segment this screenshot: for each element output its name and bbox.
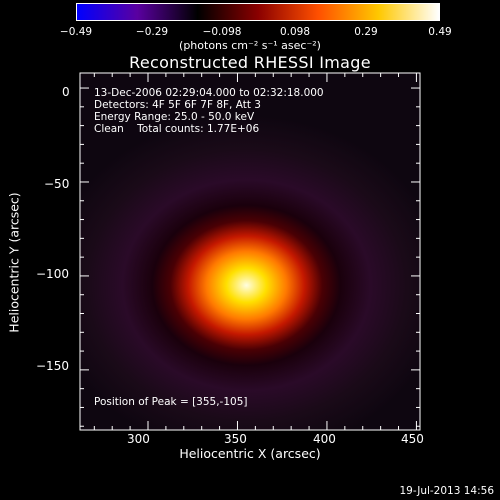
info-clean-counts: Clean Total counts: 1.77E+06 xyxy=(94,123,260,135)
colorbar-units: (photons cm⁻² s⁻¹ asec⁻²) xyxy=(179,39,321,52)
colorbar xyxy=(76,3,440,21)
y-axis-label: Heliocentric Y (arcsec) xyxy=(6,192,22,333)
colorbar-tick: −0.49 xyxy=(59,26,93,38)
x-axis-label: Heliocentric X (arcsec) xyxy=(179,446,321,461)
info-time-range: 13-Dec-2006 02:29:04.000 to 02:32:18.000 xyxy=(94,87,324,99)
info-energy-range: Energy Range: 25.0 - 50.0 keV xyxy=(94,111,255,123)
x-tick-label: 450 xyxy=(401,432,424,446)
chart-title: Reconstructed RHESSI Image xyxy=(129,53,371,72)
info-detectors: Detectors: 4F 5F 6F 7F 8F, Att 3 xyxy=(94,99,261,111)
axes-frame xyxy=(79,72,421,431)
colorbar-tick: 0.49 xyxy=(428,26,452,38)
colorbar-tick: −0.29 xyxy=(135,26,169,38)
y-tick-label: −150 xyxy=(36,359,69,373)
colorbar-tick: 0.098 xyxy=(279,26,311,38)
peak-position-label: Position of Peak = [355,-105] xyxy=(94,396,248,408)
y-tick-label: −50 xyxy=(44,177,70,191)
x-tick-label: 300 xyxy=(127,432,150,446)
colorbar-tick: 0.29 xyxy=(354,26,378,38)
x-tick-label: 350 xyxy=(224,432,247,446)
datestamp: 19-Jul-2013 14:56 xyxy=(399,485,494,497)
x-tick-label: 400 xyxy=(313,432,336,446)
heatmap-image xyxy=(80,73,420,430)
y-tick-label: −100 xyxy=(36,267,69,281)
y-tick-label: 0 xyxy=(62,85,70,99)
colorbar-tick: −0.098 xyxy=(202,26,242,38)
